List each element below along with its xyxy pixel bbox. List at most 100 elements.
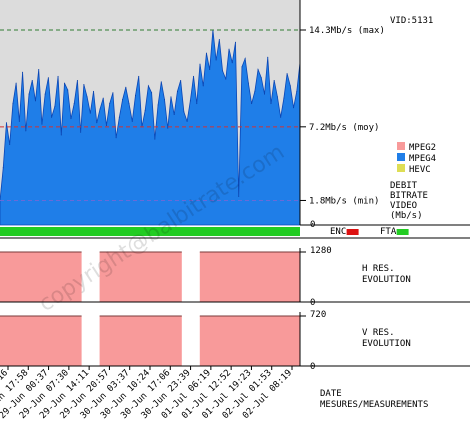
data-point: [18, 120, 20, 122]
data-point: [183, 111, 185, 113]
data-point: [89, 112, 91, 114]
legend-swatch-mpeg4: [397, 153, 405, 161]
bitrate-title-line: (Mb/s): [390, 211, 423, 221]
data-point: [273, 79, 275, 81]
data-point: [260, 77, 262, 79]
resolution-zero-label: 0: [310, 362, 315, 372]
data-point: [93, 90, 95, 92]
data-point: [247, 82, 249, 84]
data-point: [76, 79, 78, 81]
vid-label: VID:5131: [390, 16, 433, 26]
data-point: [102, 97, 104, 99]
data-point: [73, 103, 75, 105]
data-point: [180, 79, 182, 81]
data-point: [41, 123, 43, 125]
data-point: [293, 107, 295, 109]
data-point: [31, 79, 33, 81]
data-point: [147, 85, 149, 87]
data-point: [51, 116, 53, 118]
data-point: [60, 134, 62, 136]
data-point: [286, 73, 288, 75]
data-point: [12, 103, 14, 105]
data-point: [83, 84, 85, 86]
resolution-bar-segment: [0, 252, 82, 302]
data-point: [34, 100, 36, 102]
reference-label-max: 14.3Mb/s (max): [309, 26, 385, 36]
data-point: [109, 103, 111, 105]
data-point: [280, 116, 282, 118]
data-point: [118, 116, 120, 118]
data-point: [2, 167, 4, 169]
data-point: [54, 105, 56, 107]
data-point: [96, 122, 98, 124]
data-point: [167, 127, 169, 129]
data-point: [244, 58, 246, 60]
data-point: [122, 99, 124, 101]
data-point: [80, 131, 82, 133]
data-point: [134, 94, 136, 96]
data-point: [38, 69, 40, 71]
data-point: [164, 99, 166, 101]
data-point: [222, 70, 224, 72]
data-point: [131, 120, 133, 122]
data-point: [160, 81, 162, 83]
x-axis-title-line: DATE: [320, 389, 342, 399]
resolution-title-line: EVOLUTION: [362, 339, 411, 349]
flag-swatch-fta: [396, 229, 409, 235]
data-point: [86, 96, 88, 98]
data-point: [254, 90, 256, 92]
data-point: [241, 66, 243, 68]
flag-label-fta: FTA: [380, 227, 397, 237]
data-point: [105, 124, 107, 126]
resolution-value-label: 720: [310, 310, 326, 320]
data-point: [193, 75, 195, 77]
data-point: [28, 93, 30, 95]
data-point: [115, 137, 117, 139]
data-point: [170, 96, 172, 98]
data-point: [238, 195, 240, 197]
data-point: [264, 93, 266, 95]
resolution-title-line: EVOLUTION: [362, 275, 411, 285]
x-axis-title-line: MESURES/MEASUREMENTS: [320, 400, 428, 410]
resolution-title-line: V RES.: [362, 328, 395, 338]
legend-swatch-mpeg2: [397, 142, 405, 150]
reference-label-moy: 7.2Mb/s (moy): [309, 123, 379, 133]
resolution-bar-segment: [0, 316, 82, 366]
data-point: [112, 92, 114, 94]
flag-swatch-enc: [346, 229, 359, 235]
data-point: [157, 104, 159, 106]
data-point: [251, 103, 253, 105]
data-point: [144, 109, 146, 111]
data-point: [25, 130, 27, 132]
resolution-bar-segment: [99, 316, 182, 366]
data-point: [199, 63, 201, 65]
data-point: [283, 97, 285, 99]
data-point: [205, 52, 207, 54]
data-point: [186, 120, 188, 122]
data-point: [47, 77, 49, 79]
data-point: [225, 78, 227, 80]
legend-swatch-hevc: [397, 164, 405, 172]
data-point: [99, 108, 101, 110]
data-point: [202, 85, 204, 87]
data-point: [64, 82, 66, 84]
data-point: [234, 41, 236, 43]
reference-label-min: 1.8Mb/s (min): [309, 196, 379, 206]
legend-label-hevc: HEVC: [409, 165, 431, 175]
data-point: [215, 59, 217, 61]
data-point: [15, 82, 17, 84]
data-point: [257, 69, 259, 71]
bitrate-title-line: DEBIT: [390, 181, 418, 191]
data-point: [138, 75, 140, 77]
data-point: [151, 92, 153, 94]
data-point: [70, 118, 72, 120]
data-point: [128, 103, 130, 105]
data-point: [67, 89, 69, 91]
resolution-zero-label: 0: [310, 298, 315, 308]
data-point: [296, 90, 298, 92]
data-point: [267, 56, 269, 58]
data-point: [196, 103, 198, 105]
resolution-title-line: H RES.: [362, 264, 395, 274]
resolution-bar-segment: [199, 316, 300, 366]
